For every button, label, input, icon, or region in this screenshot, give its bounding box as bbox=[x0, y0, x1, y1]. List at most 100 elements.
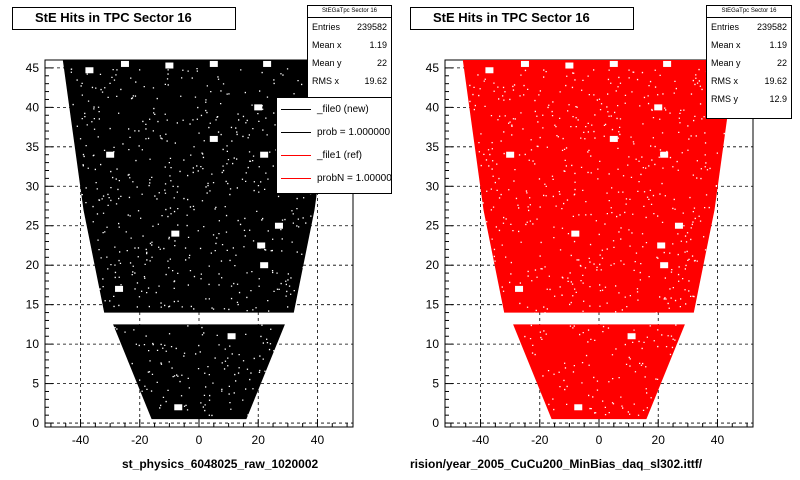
stats-name: StEGaTpc Sector 16 bbox=[707, 6, 791, 18]
y-tick-label: 20 bbox=[26, 258, 40, 272]
hit-region bbox=[62, 60, 336, 420]
empty-patch bbox=[654, 104, 663, 111]
y-tick-label: 15 bbox=[426, 298, 440, 312]
y-tick-label: 15 bbox=[26, 298, 40, 312]
x-tick-label: 40 bbox=[711, 433, 725, 447]
hit-region-upper bbox=[462, 60, 736, 313]
stats-row: Entries 239582 bbox=[707, 18, 791, 36]
y-tick-label: 10 bbox=[426, 337, 440, 351]
stats-label: Mean y bbox=[711, 58, 741, 68]
stats-label: RMS x bbox=[711, 76, 738, 86]
empty-patch bbox=[254, 104, 263, 111]
stats-row: RMS x 19.62 bbox=[707, 72, 791, 90]
stats-row: Entries 239582 bbox=[308, 18, 391, 36]
left-scatter-plot: -40 -20 0 20 40 0 5 10 15 20 25 30 35 40 45 bbox=[26, 59, 354, 447]
stats-label: Entries bbox=[312, 22, 341, 32]
left-legend: _file0 (new) prob = 1.000000 _file1 (ref… bbox=[276, 97, 392, 194]
legend-entry: _file1 (ref) bbox=[277, 144, 391, 167]
empty-patch bbox=[274, 222, 283, 229]
y-tick-label: 35 bbox=[26, 140, 40, 154]
left-plot-title: StE Hits in TPC Sector 16 bbox=[12, 7, 236, 30]
x-tick-label: -40 bbox=[72, 433, 90, 447]
axes: -40 -20 0 20 40 0 5 10 15 20 25 30 35 40 45 bbox=[426, 61, 748, 447]
empty-patch bbox=[657, 242, 666, 249]
stats-label: Mean x bbox=[312, 40, 342, 50]
hit-region-upper bbox=[62, 60, 336, 313]
empty-patch bbox=[506, 151, 515, 158]
stats-row: Mean x 1.19 bbox=[707, 36, 791, 54]
stats-value: 1.19 bbox=[769, 40, 787, 50]
x-tick-label: -20 bbox=[131, 433, 149, 447]
x-tick-label: 0 bbox=[196, 433, 203, 447]
empty-patch bbox=[115, 285, 124, 292]
empty-patch bbox=[660, 151, 669, 158]
empty-patch bbox=[257, 242, 266, 249]
x-tick-label: 0 bbox=[596, 433, 603, 447]
x-tick-label: 20 bbox=[652, 433, 666, 447]
empty-patch bbox=[565, 62, 574, 69]
x-tick-label: 20 bbox=[252, 433, 266, 447]
hit-region bbox=[462, 60, 736, 420]
empty-patch bbox=[260, 151, 269, 158]
empty-patches bbox=[485, 60, 683, 411]
legend-swatch bbox=[281, 132, 311, 133]
y-tick-label: 35 bbox=[426, 140, 440, 154]
y-tick-label: 25 bbox=[26, 219, 40, 233]
stats-row: RMS x 19.62 bbox=[308, 72, 391, 90]
x-tick-label: -40 bbox=[472, 433, 490, 447]
stats-row: Mean x 1.19 bbox=[308, 36, 391, 54]
legend-entry: _file0 (new) bbox=[277, 98, 391, 121]
y-tick-label: 45 bbox=[26, 61, 40, 75]
empty-patch bbox=[571, 230, 580, 237]
empty-patch bbox=[209, 60, 218, 67]
stats-value: 22 bbox=[776, 58, 787, 68]
empty-patch bbox=[263, 60, 272, 67]
empty-patch bbox=[520, 60, 529, 67]
empty-patch bbox=[106, 151, 115, 158]
y-tick-label: 40 bbox=[26, 100, 40, 114]
right-scatter-plot: -40 -20 0 20 40 0 5 10 15 20 25 30 35 40 45 bbox=[426, 59, 754, 447]
x-tick-label: -20 bbox=[531, 433, 549, 447]
y-tick-label: 0 bbox=[32, 416, 39, 430]
hit-region-lower bbox=[513, 324, 685, 420]
stats-value: 239582 bbox=[756, 22, 787, 32]
legend-entry: probN = 1.000000 bbox=[277, 167, 391, 190]
empty-patch bbox=[609, 135, 618, 142]
stats-row: Mean y 22 bbox=[308, 54, 391, 72]
right-stats-box: StEGaTpc Sector 16 Entries 239582 Mean x 1… bbox=[706, 5, 792, 119]
empty-patch bbox=[515, 285, 524, 292]
empty-patch bbox=[174, 404, 183, 411]
empty-patch bbox=[574, 404, 583, 411]
y-tick-label: 30 bbox=[26, 179, 40, 193]
empty-patch bbox=[209, 135, 218, 142]
legend-swatch bbox=[281, 109, 311, 110]
stats-value: 12.9 bbox=[769, 94, 787, 104]
empty-patch bbox=[171, 230, 180, 237]
right-footer-path: rision/year_2005_CuCu200_MinBias_daq_sl3… bbox=[410, 457, 703, 471]
empty-patch bbox=[660, 262, 669, 269]
empty-patch bbox=[663, 60, 672, 67]
empty-patch bbox=[627, 333, 636, 340]
hit-region-lower bbox=[113, 324, 285, 420]
stats-value: 239582 bbox=[356, 22, 387, 32]
legend-swatch bbox=[281, 178, 311, 179]
y-tick-label: 0 bbox=[432, 416, 439, 430]
y-tick-label: 30 bbox=[426, 179, 440, 193]
stats-label: RMS x bbox=[312, 76, 339, 86]
y-tick-label: 25 bbox=[426, 219, 440, 233]
legend-label: prob = 1.000000 bbox=[317, 127, 391, 138]
y-tick-label: 20 bbox=[426, 258, 440, 272]
left-footer-filename: st_physics_6048025_raw_1020002 bbox=[122, 457, 319, 471]
empty-patch bbox=[165, 62, 174, 69]
stats-row: Mean y 22 bbox=[707, 54, 791, 72]
legend-label: _file1 (ref) bbox=[317, 150, 363, 161]
y-tick-label: 5 bbox=[32, 377, 39, 391]
legend-entry: prob = 1.000000 bbox=[277, 121, 391, 144]
y-tick-label: 10 bbox=[26, 337, 40, 351]
stats-value: 1.19 bbox=[369, 40, 387, 50]
stats-value: 19.62 bbox=[764, 76, 787, 86]
x-tick-label: 40 bbox=[311, 433, 325, 447]
stats-value: 22 bbox=[376, 58, 387, 68]
stats-label: Mean y bbox=[312, 58, 342, 68]
stats-value: 19.62 bbox=[364, 76, 387, 86]
